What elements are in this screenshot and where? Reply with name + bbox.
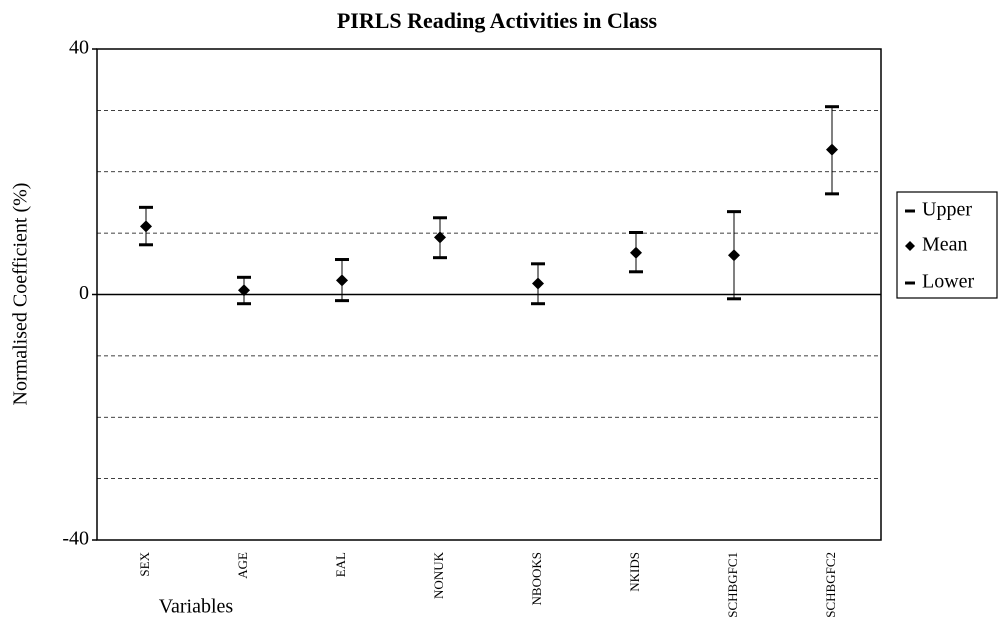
- x-tick-label: NKIDS: [627, 552, 642, 592]
- x-tick-label: NONUK: [431, 551, 446, 599]
- mean-marker: [630, 246, 642, 259]
- legend-marker: [905, 241, 915, 251]
- chart-title: PIRLS Reading Activities in Class: [337, 8, 658, 33]
- x-tick-label: AGE: [235, 552, 250, 579]
- x-tick-label: NBOOKS: [529, 552, 544, 605]
- mean-marker: [532, 277, 544, 290]
- mean-marker: [434, 231, 446, 244]
- mean-marker: [826, 143, 838, 156]
- legend-label: Lower: [922, 271, 975, 293]
- x-tick-label: SEX: [137, 551, 152, 576]
- mean-marker: [728, 249, 740, 262]
- y-tick-label: 0: [79, 282, 89, 304]
- y-tick-label: 40: [69, 37, 89, 59]
- mean-marker: [238, 284, 250, 297]
- x-tick-label: SCHBGFC2: [823, 552, 838, 618]
- x-tick-label: SCHBGFC1: [725, 552, 740, 618]
- y-tick-label: -40: [62, 528, 89, 550]
- mean-marker: [140, 220, 152, 233]
- x-axis-label: Variables: [159, 596, 234, 618]
- y-axis-label: Normalised Coefficient (%): [10, 183, 32, 406]
- mean-marker: [336, 274, 348, 287]
- x-tick-label: EAL: [333, 552, 348, 577]
- legend-label: Mean: [922, 234, 968, 256]
- legend-label: Upper: [922, 199, 972, 221]
